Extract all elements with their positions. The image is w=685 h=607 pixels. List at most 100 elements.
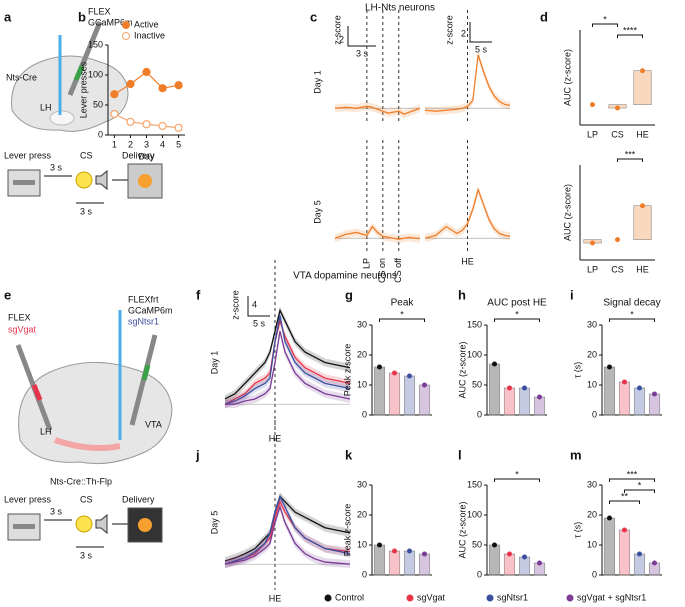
bar — [488, 544, 501, 576]
trace-band — [335, 102, 420, 119]
panel-letter: c — [310, 9, 317, 24]
bar — [388, 372, 401, 416]
scale-label: z-score — [230, 290, 240, 320]
panel-letter: b — [78, 9, 86, 24]
sig-bracket — [609, 500, 640, 504]
bar — [533, 396, 546, 416]
legend-label: Active — [134, 19, 159, 29]
y-tick-label: 50 — [472, 539, 482, 549]
event-label: CS on — [377, 258, 387, 283]
x-tick-label: HE — [636, 264, 649, 274]
trace — [224, 315, 351, 405]
sig-label: * — [630, 309, 634, 319]
region — [49, 110, 75, 126]
point — [174, 123, 183, 132]
y-tick-label: 30 — [357, 479, 367, 489]
legend-marker — [122, 32, 130, 40]
y-tick-label: 0 — [98, 129, 103, 139]
x-tick-label: 3 — [144, 139, 149, 149]
mean-dot — [637, 551, 642, 557]
scale-bar — [247, 296, 270, 317]
y-axis-label: AUC (z-score) — [562, 184, 572, 241]
label: Lever press — [4, 150, 52, 160]
legend-label: Control — [335, 592, 364, 602]
legend-marker — [122, 21, 130, 29]
legend-marker — [566, 594, 574, 602]
y-tick-label: 100 — [467, 509, 482, 519]
sig-label: ** — [621, 491, 629, 501]
y-tick-label: 10 — [357, 539, 367, 549]
sig-bracket — [624, 489, 655, 493]
y-tick-label: 30 — [357, 319, 367, 329]
y-axis-label: AUC (z-score) — [562, 49, 572, 106]
trace — [424, 187, 511, 239]
label: 3 s — [50, 162, 63, 172]
mean-dot — [377, 364, 382, 370]
speaker — [95, 169, 108, 191]
mean-dot — [407, 373, 412, 379]
mean-dot — [640, 68, 645, 74]
label: 3 s — [50, 506, 63, 516]
mean-dot — [607, 515, 612, 521]
sig-bracket — [494, 478, 540, 482]
y-axis-label: AUC (z-score) — [457, 501, 467, 558]
mean-dot — [615, 105, 620, 111]
scale-label: 4 — [252, 299, 257, 309]
panel-letter: m — [570, 447, 582, 462]
scale-label: 2 — [461, 28, 466, 38]
row-label: Day 5 — [209, 511, 219, 535]
event-label: LP — [361, 258, 371, 269]
y-tick-label: 10 — [587, 379, 597, 389]
bar — [403, 550, 416, 576]
lever — [13, 180, 35, 185]
bar — [503, 553, 516, 576]
x-tick-label: CS — [611, 129, 624, 139]
sig-label: * — [400, 309, 404, 319]
point — [126, 79, 135, 89]
x-tick-label: LP — [587, 129, 598, 139]
trace-band — [225, 327, 350, 409]
legend-label: sgVgat — [417, 592, 446, 602]
scale-label: 3 s — [356, 48, 369, 58]
label: Delivery — [122, 150, 155, 160]
section-title: LH-Nts neurons — [365, 3, 435, 14]
projection — [54, 437, 121, 451]
sig-label: *** — [625, 149, 636, 159]
sig-bracket — [609, 478, 655, 482]
syringe — [67, 21, 103, 96]
mean-dot — [537, 560, 542, 566]
trace-band — [225, 502, 350, 569]
legend-label: sgNtsr1 — [497, 592, 528, 602]
bar — [503, 387, 516, 416]
label: Nts-Cre::Th-Flp — [50, 476, 112, 486]
bar — [403, 375, 416, 416]
y-axis-label: Peak z-score — [342, 344, 352, 397]
trace — [225, 331, 351, 405]
label: GCaMP6m — [128, 305, 173, 315]
trace — [334, 105, 421, 115]
mean-dot — [522, 385, 527, 391]
event-label: HE — [461, 256, 474, 266]
point — [110, 90, 119, 99]
bar — [648, 393, 661, 416]
x-tick-label: LP — [587, 264, 598, 274]
bar — [633, 70, 652, 105]
point — [126, 117, 135, 126]
scale-label: z-score — [444, 15, 454, 45]
legend-marker — [406, 594, 414, 602]
label: Delivery — [122, 494, 155, 504]
x-tick-label: 5 — [176, 139, 181, 149]
diagram-a — [11, 21, 129, 132]
bar — [373, 366, 386, 416]
y-tick-label: 20 — [587, 349, 597, 359]
point — [142, 120, 151, 129]
mean-dot — [652, 560, 657, 566]
y-axis-label: τ (s) — [572, 522, 582, 539]
mean-dot — [507, 551, 512, 557]
legend-label: sgVgat + sgNtsr1 — [577, 592, 646, 602]
trace — [224, 504, 351, 565]
panel-letter: i — [570, 287, 574, 302]
trace-band — [225, 311, 350, 409]
bar — [633, 553, 646, 576]
